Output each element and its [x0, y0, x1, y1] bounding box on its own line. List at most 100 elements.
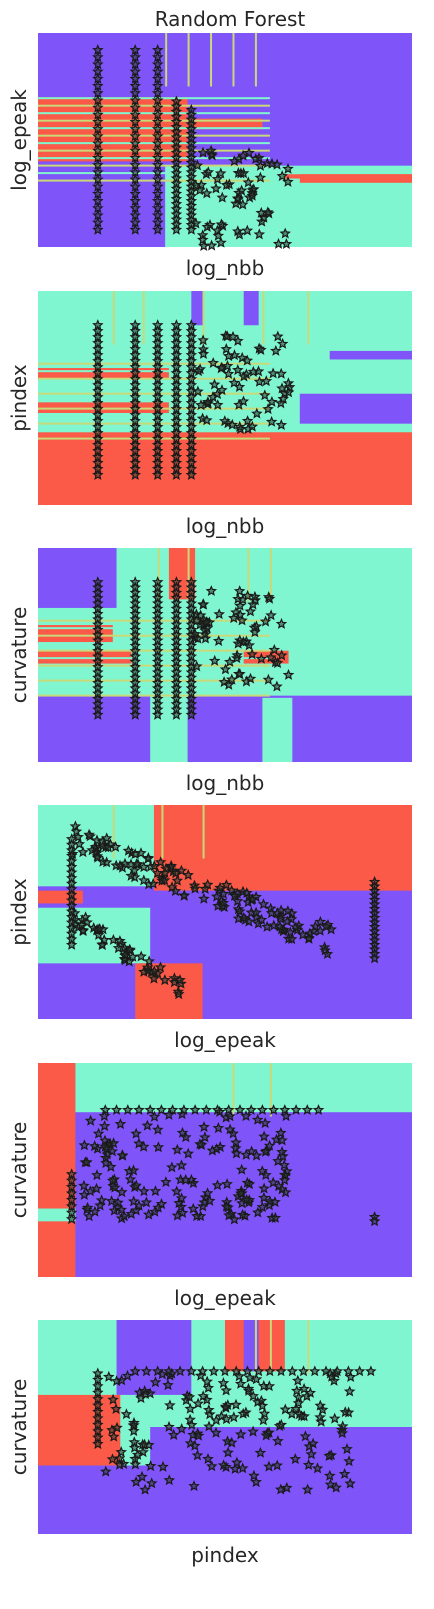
scatter-point: [116, 1149, 129, 1161]
scatter-point: [114, 1118, 127, 1130]
scatter-point: [108, 1204, 121, 1216]
scatter-point: [163, 1474, 176, 1486]
scatter-point: [234, 599, 246, 611]
scatter-point: [201, 878, 214, 890]
scatter-point: [241, 887, 253, 898]
scatter-point: [217, 887, 230, 899]
scatter-point: [275, 397, 287, 409]
scatter-point: [152, 1123, 164, 1135]
scatter-point: [224, 656, 236, 667]
scatter-point: [185, 708, 198, 720]
scatter-point: [202, 396, 214, 407]
scatter-point: [170, 1185, 183, 1197]
y-axis-label: pindex: [7, 878, 31, 946]
scatter-point: [157, 1460, 169, 1472]
scatter-point: [178, 889, 190, 901]
decision-region: [38, 890, 83, 904]
scatter-point: [196, 1365, 209, 1377]
scatter-point: [344, 1371, 357, 1382]
region-boundary: [38, 355, 270, 358]
scatter-point: [279, 227, 291, 239]
scatter-point: [276, 337, 289, 349]
scatter-point: [343, 1385, 356, 1397]
scatter-point: [324, 1469, 336, 1481]
scatter-point: [237, 593, 249, 605]
scatter-point: [233, 585, 246, 597]
scatter-point: [201, 1375, 213, 1387]
scatter-point: [122, 1104, 134, 1115]
scatter-point: [242, 1382, 255, 1394]
scatter-point: [182, 869, 194, 881]
scatter-point: [343, 1455, 355, 1467]
scatter-point: [96, 938, 109, 951]
scatter-point: [240, 1193, 253, 1205]
region-boundary: [247, 548, 250, 602]
scatter-point: [144, 1460, 157, 1472]
scatter-point: [129, 223, 141, 235]
scatter-point: [232, 364, 244, 376]
scatter-point: [160, 1176, 172, 1188]
region-boundary: [38, 422, 270, 425]
scatter-point: [145, 1477, 158, 1489]
scatter-point: [202, 1382, 215, 1393]
scatter-point: [81, 1201, 94, 1213]
region-boundary: [232, 33, 235, 87]
scatter-point: [268, 643, 281, 655]
scatter-point: [167, 1428, 180, 1440]
scatter-point: [163, 1420, 175, 1432]
region-boundary: [112, 805, 115, 859]
scatter-point: [123, 943, 136, 955]
scatter-point: [268, 919, 280, 931]
region-boundary: [262, 291, 265, 345]
scatter-point: [77, 846, 89, 858]
region-boundary: [38, 164, 270, 167]
scatter-point: [249, 590, 261, 602]
scatter-point: [267, 367, 279, 379]
scatter-point: [190, 217, 202, 229]
scatter-point: [105, 1195, 118, 1207]
scatter-point: [227, 330, 239, 342]
scatter-point: [271, 1459, 283, 1471]
scatter-point: [211, 399, 224, 410]
subplot-5: log_epeak curvature: [7, 1063, 413, 1310]
scatter-point: [258, 1182, 270, 1194]
subplot-4: log_epeak pindex: [7, 805, 412, 1052]
scatter-point: [152, 1141, 165, 1153]
decision-region: [38, 695, 412, 762]
scatter-point: [240, 1110, 252, 1122]
scatter-point: [244, 1371, 256, 1383]
figure-title: Random Forest: [155, 7, 306, 31]
scatter-point: [250, 1373, 263, 1385]
scatter-point: [320, 920, 332, 932]
scatter-point: [92, 1127, 105, 1139]
scatter-point: [215, 218, 228, 230]
scatter-point: [291, 1384, 303, 1396]
scatter-point: [175, 1192, 188, 1204]
scatter-point: [78, 1179, 90, 1191]
scatter-point: [115, 1203, 127, 1215]
scatter-point: [241, 415, 254, 426]
scatter-point: [115, 1446, 127, 1458]
scatter-point: [202, 1404, 215, 1416]
scatter-point: [83, 828, 95, 840]
scatter-point: [138, 1185, 150, 1197]
scatter-point: [124, 1173, 137, 1185]
scatter-point: [234, 1104, 246, 1115]
scatter-point: [290, 1402, 302, 1414]
region-boundary: [210, 33, 213, 87]
scatter-point: [84, 1185, 97, 1197]
region-boundary: [38, 362, 270, 365]
scatter-point: [151, 708, 164, 720]
scatter-point: [154, 961, 167, 973]
region-boundary: [165, 33, 168, 87]
scatter-point: [274, 912, 287, 924]
scatter-point: [200, 1104, 213, 1115]
scatter-point: [220, 178, 233, 191]
scatter-point: [84, 1114, 97, 1126]
region-boundary: [269, 548, 272, 602]
scatter-point: [237, 1407, 249, 1419]
region-boundary: [161, 805, 164, 859]
scatter-point: [162, 1379, 174, 1391]
scatter-point: [130, 1127, 142, 1139]
scatter-point: [211, 224, 224, 236]
